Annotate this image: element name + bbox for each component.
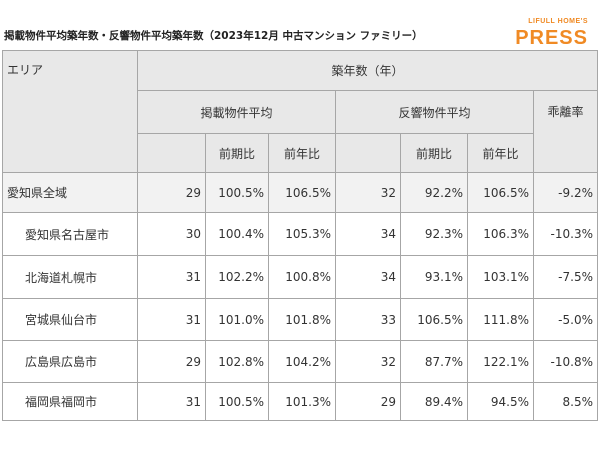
- value-cell: 32: [335, 172, 401, 213]
- table-row: 広島県広島市 29 102.8% 104.2% 32 87.7% 122.1% -10.8%: [2, 340, 598, 383]
- area-cell: 北海道札幌市: [2, 255, 138, 299]
- value-cell: 8.5%: [533, 382, 598, 421]
- value-cell: -10.8%: [533, 340, 598, 383]
- table-row: 福岡県福岡市 31 100.5% 101.3% 29 89.4% 94.5% 8.5%: [2, 382, 598, 421]
- table-row: 愛知県名古屋市 30 100.4% 105.3% 34 92.3% 106.3% -10.3%: [2, 212, 598, 256]
- header-cell: 築年数（年）: [137, 50, 598, 91]
- value-cell: 122.1%: [467, 340, 534, 383]
- logo-top: LIFULL HOME'S: [528, 18, 588, 25]
- value-cell: 29: [137, 340, 206, 383]
- value-cell: 106.5%: [268, 172, 336, 213]
- value-cell: -10.3%: [533, 212, 598, 256]
- value-cell: -7.5%: [533, 255, 598, 299]
- logo-main: PRESS: [515, 27, 588, 49]
- header-cell: 反響物件平均: [335, 90, 534, 134]
- header-cell: エリア: [2, 50, 138, 173]
- value-cell: 89.4%: [400, 382, 468, 421]
- value-cell: 102.2%: [205, 255, 269, 299]
- value-cell: 100.5%: [205, 172, 269, 213]
- header-cell: 前年比: [467, 133, 534, 173]
- value-cell: 111.8%: [467, 298, 534, 341]
- header-cell: 前年比: [268, 133, 336, 173]
- value-cell: 93.1%: [400, 255, 468, 299]
- value-cell: 29: [137, 172, 206, 213]
- value-cell: 30: [137, 212, 206, 256]
- area-cell: 愛知県全域: [2, 172, 138, 213]
- value-cell: 100.5%: [205, 382, 269, 421]
- title: 掲載物件平均築年数・反響物件平均築年数（2023年12月 中古マンション ファミ…: [4, 30, 423, 42]
- value-cell: 105.3%: [268, 212, 336, 256]
- area-cell: 広島県広島市: [2, 340, 138, 383]
- value-cell: 92.2%: [400, 172, 468, 213]
- value-cell: 101.3%: [268, 382, 336, 421]
- value-cell: 106.3%: [467, 212, 534, 256]
- value-cell: 100.4%: [205, 212, 269, 256]
- value-cell: 87.7%: [400, 340, 468, 383]
- header-cell: 前期比: [205, 133, 269, 173]
- value-cell: 94.5%: [467, 382, 534, 421]
- area-cell: 愛知県名古屋市: [2, 212, 138, 256]
- value-cell: 32: [335, 340, 401, 383]
- value-cell: 31: [137, 255, 206, 299]
- value-cell: 102.8%: [205, 340, 269, 383]
- table: エリア 築年数（年） 掲載物件平均 反響物件平均 乖離率 前期比 前年比 前期比 前年比 愛…: [2, 50, 598, 421]
- value-cell: 31: [137, 298, 206, 341]
- header-cell: 乖離率: [533, 90, 598, 173]
- header-cell: 掲載物件平均: [137, 90, 336, 134]
- value-cell: 34: [335, 255, 401, 299]
- value-cell: 106.5%: [467, 172, 534, 213]
- value-cell: -9.2%: [533, 172, 598, 213]
- area-cell: 宮城県仙台市: [2, 298, 138, 341]
- area-cell: 福岡県福岡市: [2, 382, 138, 421]
- value-cell: 101.8%: [268, 298, 336, 341]
- table-row: 北海道札幌市 31 102.2% 100.8% 34 93.1% 103.1% -7.5%: [2, 255, 598, 299]
- value-cell: 106.5%: [400, 298, 468, 341]
- value-cell: -5.0%: [533, 298, 598, 341]
- value-cell: 34: [335, 212, 401, 256]
- value-cell: 100.8%: [268, 255, 336, 299]
- value-cell: 101.0%: [205, 298, 269, 341]
- value-cell: 103.1%: [467, 255, 534, 299]
- header-cell: 前期比: [400, 133, 468, 173]
- table-row: 宮城県仙台市 31 101.0% 101.8% 33 106.5% 111.8% -5.0%: [2, 298, 598, 341]
- value-cell: 33: [335, 298, 401, 341]
- value-cell: 92.3%: [400, 212, 468, 256]
- value-cell: 29: [335, 382, 401, 421]
- table-row: 愛知県全域 29 100.5% 106.5% 32 92.2% 106.5% -9.2%: [2, 172, 598, 213]
- value-cell: 31: [137, 382, 206, 421]
- value-cell: 104.2%: [268, 340, 336, 383]
